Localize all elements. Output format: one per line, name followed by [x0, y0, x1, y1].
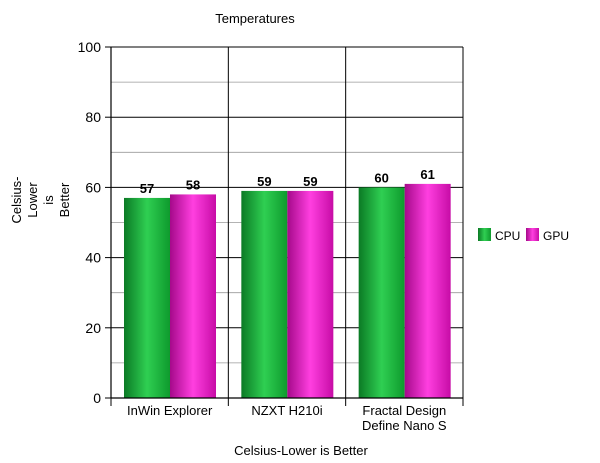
y-tick-label: 100	[78, 39, 102, 55]
legend: CPU GPU	[478, 228, 569, 243]
bar-cpu	[358, 187, 405, 398]
axes	[105, 46, 463, 406]
value-label: 60	[374, 170, 388, 185]
category-label: Fractal Design Define Nano S	[362, 403, 447, 433]
y-tick-label: 60	[85, 179, 101, 195]
y-tick-label: 40	[85, 250, 101, 266]
legend-label-cpu: CPU	[495, 229, 520, 243]
value-label: 57	[140, 181, 154, 196]
value-label: 59	[257, 174, 271, 189]
bar-gpu	[170, 194, 216, 398]
x-axis-title: Celsius-Lower is Better	[234, 443, 368, 458]
value-labels: 57 59 60 58 59 61	[140, 167, 435, 196]
tick-labels: 0 20 40 60 80 100 InWin Explorer NZXT H210i Frac…	[78, 39, 447, 433]
y-tick-label: 20	[85, 320, 101, 336]
y-axis-title-text: Celsius-LowerisBetter	[9, 177, 72, 224]
bar-cpu	[241, 190, 288, 398]
legend-swatch-gpu	[526, 228, 539, 241]
bars	[124, 183, 451, 398]
bar-gpu	[287, 190, 334, 398]
category-label: InWin Explorer	[127, 403, 213, 418]
bar-gpu	[404, 183, 451, 398]
y-tick-label: 80	[85, 109, 101, 125]
legend-swatch-cpu	[478, 228, 491, 241]
y-tick-label: 0	[93, 390, 101, 406]
legend-label-gpu: GPU	[543, 229, 569, 243]
category-label: NZXT H210i	[251, 403, 322, 418]
bar-cpu	[124, 197, 170, 398]
value-label: 61	[420, 167, 434, 182]
chart-title: Temperatures	[215, 11, 295, 26]
value-label: 59	[303, 174, 317, 189]
y-axis-title: Celsius-LowerisBetter	[9, 177, 72, 224]
value-label: 58	[186, 177, 200, 192]
